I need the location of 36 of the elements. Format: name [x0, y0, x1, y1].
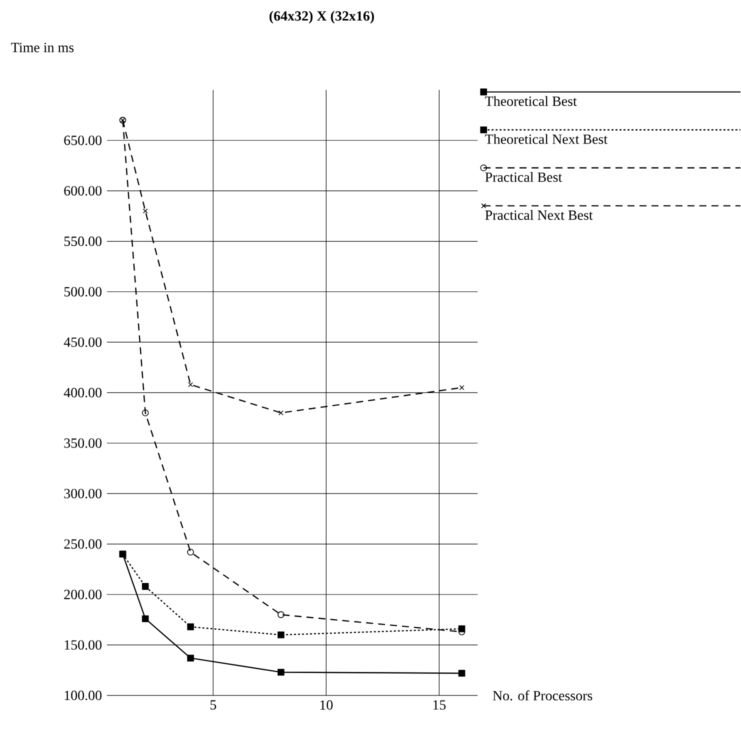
y-tick-label: 500.00: [64, 286, 102, 296]
y-tick-label: 450.00: [64, 337, 102, 347]
y-axis-title: Time in ms: [11, 42, 74, 52]
point: [458, 670, 466, 676]
y-tick-label: 150.00: [64, 640, 102, 650]
point: [187, 623, 194, 630]
legend-label: Practical Next Best: [485, 210, 593, 220]
point: [187, 548, 194, 556]
y-tick-label: 200.00: [64, 590, 102, 600]
point: [142, 409, 149, 416]
y-tick-label: 100.00: [64, 690, 102, 700]
point: [188, 382, 194, 387]
y-tick-label: 250.00: [64, 539, 102, 549]
legend-label: Practical Best: [485, 172, 562, 182]
point: [187, 654, 194, 662]
y-tick-label: 300.00: [64, 488, 102, 498]
legend-label: Theoretical Best: [485, 96, 577, 106]
point: [278, 631, 284, 638]
y-tick-label: 400.00: [64, 388, 102, 398]
x-tick-label: 10: [320, 700, 333, 710]
legend-label: Theoretical Next Best: [485, 134, 608, 144]
point: [278, 668, 284, 676]
point: [142, 615, 149, 622]
point: [459, 384, 464, 390]
x-axis-title: No. of Processors: [492, 690, 592, 700]
chart-title: (64x32) X (32x16): [270, 10, 374, 24]
point: [278, 611, 284, 618]
x-tick-label: 5: [210, 700, 216, 710]
y-tick-label: 350.00: [64, 438, 102, 448]
point: [278, 410, 284, 416]
y-tick-label: 650.00: [64, 135, 102, 145]
point: [142, 582, 149, 590]
y-tick-label: 600.00: [64, 186, 102, 196]
x-tick-label: 15: [433, 700, 446, 710]
y-tick-label: 550.00: [64, 236, 102, 246]
point: [142, 208, 148, 214]
